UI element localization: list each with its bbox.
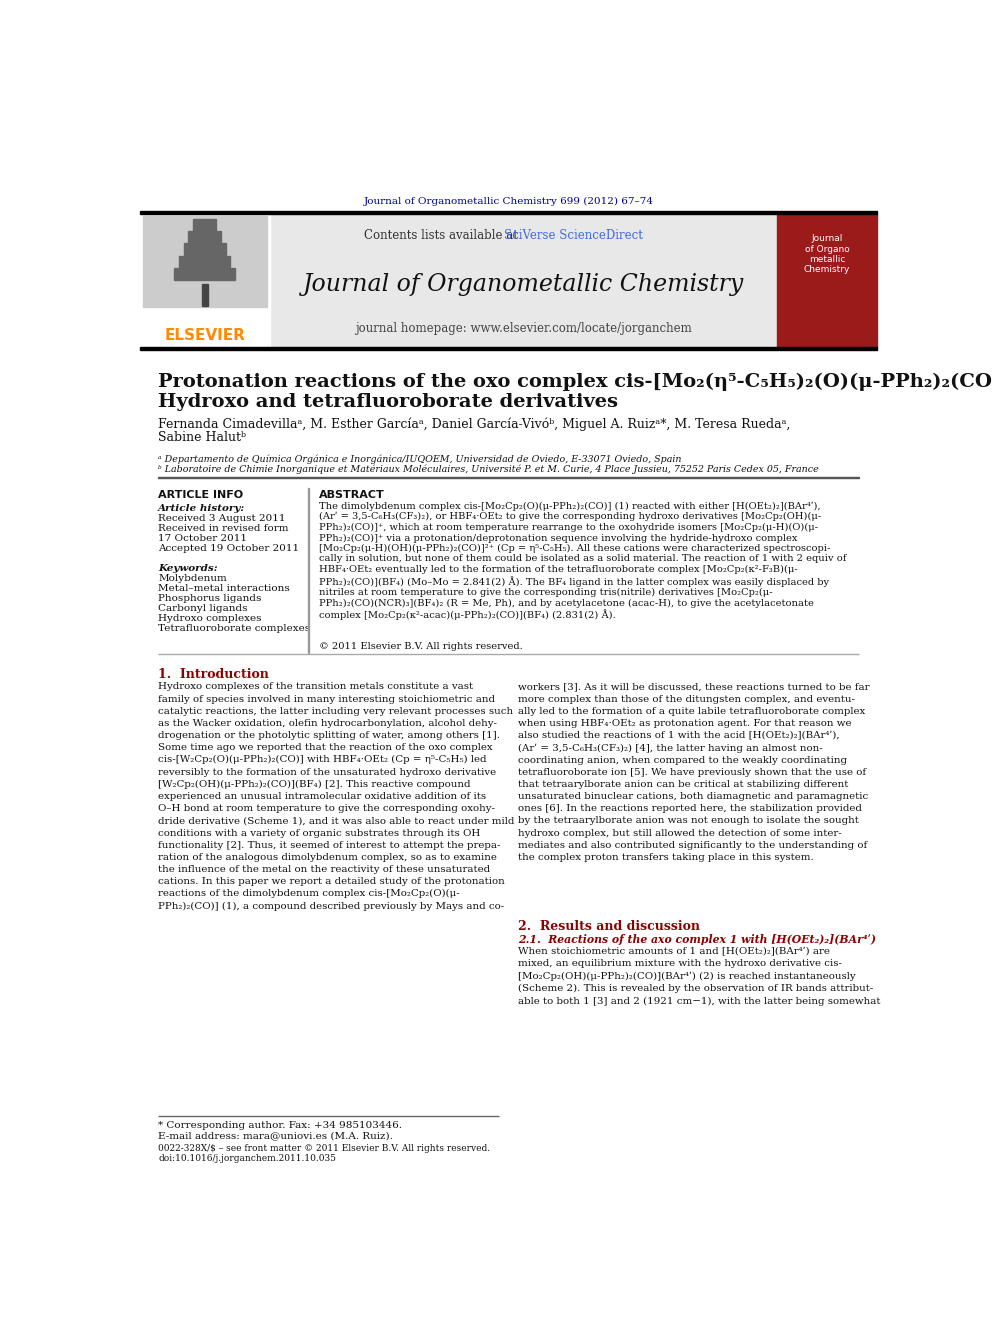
Text: workers [3]. As it will be discussed, these reactions turned to be far
more comp: workers [3]. As it will be discussed, th… <box>518 683 869 861</box>
Text: 2.  Results and discussion: 2. Results and discussion <box>518 919 699 933</box>
Bar <box>188 232 221 242</box>
Text: Protonation reactions of the oxo complex cis-[Mo₂(η⁵-C₅H₅)₂(O)(μ-PPh₂)₂(CO)].: Protonation reactions of the oxo complex… <box>158 373 992 392</box>
Text: Phosphorus ligands: Phosphorus ligands <box>158 594 262 603</box>
Text: ᵃ Departamento de Química Orgánica e Inorgánica/IUQOEM, Universidad de Oviedo, E: ᵃ Departamento de Química Orgánica e Ino… <box>158 454 682 464</box>
Bar <box>184 243 225 255</box>
Bar <box>778 214 877 347</box>
Text: ELSEVIER: ELSEVIER <box>164 328 245 344</box>
Bar <box>270 214 778 347</box>
Text: Journal
of Organo
metallic
Chemistry: Journal of Organo metallic Chemistry <box>804 234 850 274</box>
Text: Article history:: Article history: <box>158 504 245 513</box>
Bar <box>143 216 267 307</box>
Text: 0022-328X/$ – see front matter © 2011 Elsevier B.V. All rights reserved.
doi:10.: 0022-328X/$ – see front matter © 2011 El… <box>158 1143 490 1163</box>
Text: Contents lists available at: Contents lists available at <box>364 229 522 242</box>
Text: Hydroxo complexes: Hydroxo complexes <box>158 614 262 623</box>
Text: Molybdenum: Molybdenum <box>158 574 227 583</box>
Bar <box>140 212 877 214</box>
Text: Keywords:: Keywords: <box>158 564 217 573</box>
Text: When stoichiometric amounts of 1 and [H(OEt₂)₂](BAr⁴ʹ) are
mixed, an equilibrium: When stoichiometric amounts of 1 and [H(… <box>518 947 880 1005</box>
Text: Sabine Halutᵇ: Sabine Halutᵇ <box>158 430 246 443</box>
Text: ABSTRACT: ABSTRACT <box>319 490 385 500</box>
Text: Metal–metal interactions: Metal–metal interactions <box>158 583 290 593</box>
Text: * Corresponding author. Fax: +34 985103446.: * Corresponding author. Fax: +34 9851034… <box>158 1122 402 1130</box>
Text: Received 3 August 2011: Received 3 August 2011 <box>158 513 286 523</box>
Text: Accepted 19 October 2011: Accepted 19 October 2011 <box>158 544 300 553</box>
Text: Journal of Organometallic Chemistry: Journal of Organometallic Chemistry <box>303 273 744 296</box>
Text: Journal of Organometallic Chemistry 699 (2012) 67–74: Journal of Organometallic Chemistry 699 … <box>363 197 654 205</box>
Text: Carbonyl ligands: Carbonyl ligands <box>158 603 248 613</box>
Bar <box>175 269 235 279</box>
Bar <box>193 218 216 230</box>
Text: Hydroxo and tetrafluoroborate derivatives: Hydroxo and tetrafluoroborate derivative… <box>158 393 618 411</box>
Text: SciVerse ScienceDirect: SciVerse ScienceDirect <box>504 229 643 242</box>
Text: journal homepage: www.elsevier.com/locate/jorganchem: journal homepage: www.elsevier.com/locat… <box>355 321 691 335</box>
Text: © 2011 Elsevier B.V. All rights reserved.: © 2011 Elsevier B.V. All rights reserved… <box>319 643 523 651</box>
Bar <box>140 347 877 349</box>
Text: Received in revised form: Received in revised form <box>158 524 289 533</box>
Text: Hydroxo complexes of the transition metals constitute a vast
family of species i: Hydroxo complexes of the transition meta… <box>158 683 515 910</box>
Text: 1.  Introduction: 1. Introduction <box>158 668 269 681</box>
Text: E-mail address: mara@uniovi.es (M.A. Ruiz).: E-mail address: mara@uniovi.es (M.A. Rui… <box>158 1131 393 1140</box>
Text: ARTICLE INFO: ARTICLE INFO <box>158 490 243 500</box>
Text: 17 October 2011: 17 October 2011 <box>158 533 247 542</box>
Text: 2.1.  Reactions of the axo complex 1 with [H(OEt₂)₂](BAr⁴ʹ): 2.1. Reactions of the axo complex 1 with… <box>518 934 876 945</box>
Bar <box>179 255 230 267</box>
Bar <box>140 214 270 347</box>
Text: Fernanda Cimadevillaᵃ, M. Esther Garcíaᵃ, Daniel García-Vivóᵇ, Miguel A. Ruizᵃ*,: Fernanda Cimadevillaᵃ, M. Esther Garcíaᵃ… <box>158 418 791 431</box>
Text: ᵇ Laboratoire de Chimie Inorganique et Matériaux Moléculaires, Université P. et : ᵇ Laboratoire de Chimie Inorganique et M… <box>158 464 818 474</box>
Bar <box>201 284 207 306</box>
Text: Tetrafluoroborate complexes: Tetrafluoroborate complexes <box>158 624 310 632</box>
Text: The dimolybdenum complex cis-[Mo₂Cp₂(O)(μ-PPh₂)₂(CO)] (1) reacted with either [H: The dimolybdenum complex cis-[Mo₂Cp₂(O)(… <box>319 501 847 620</box>
